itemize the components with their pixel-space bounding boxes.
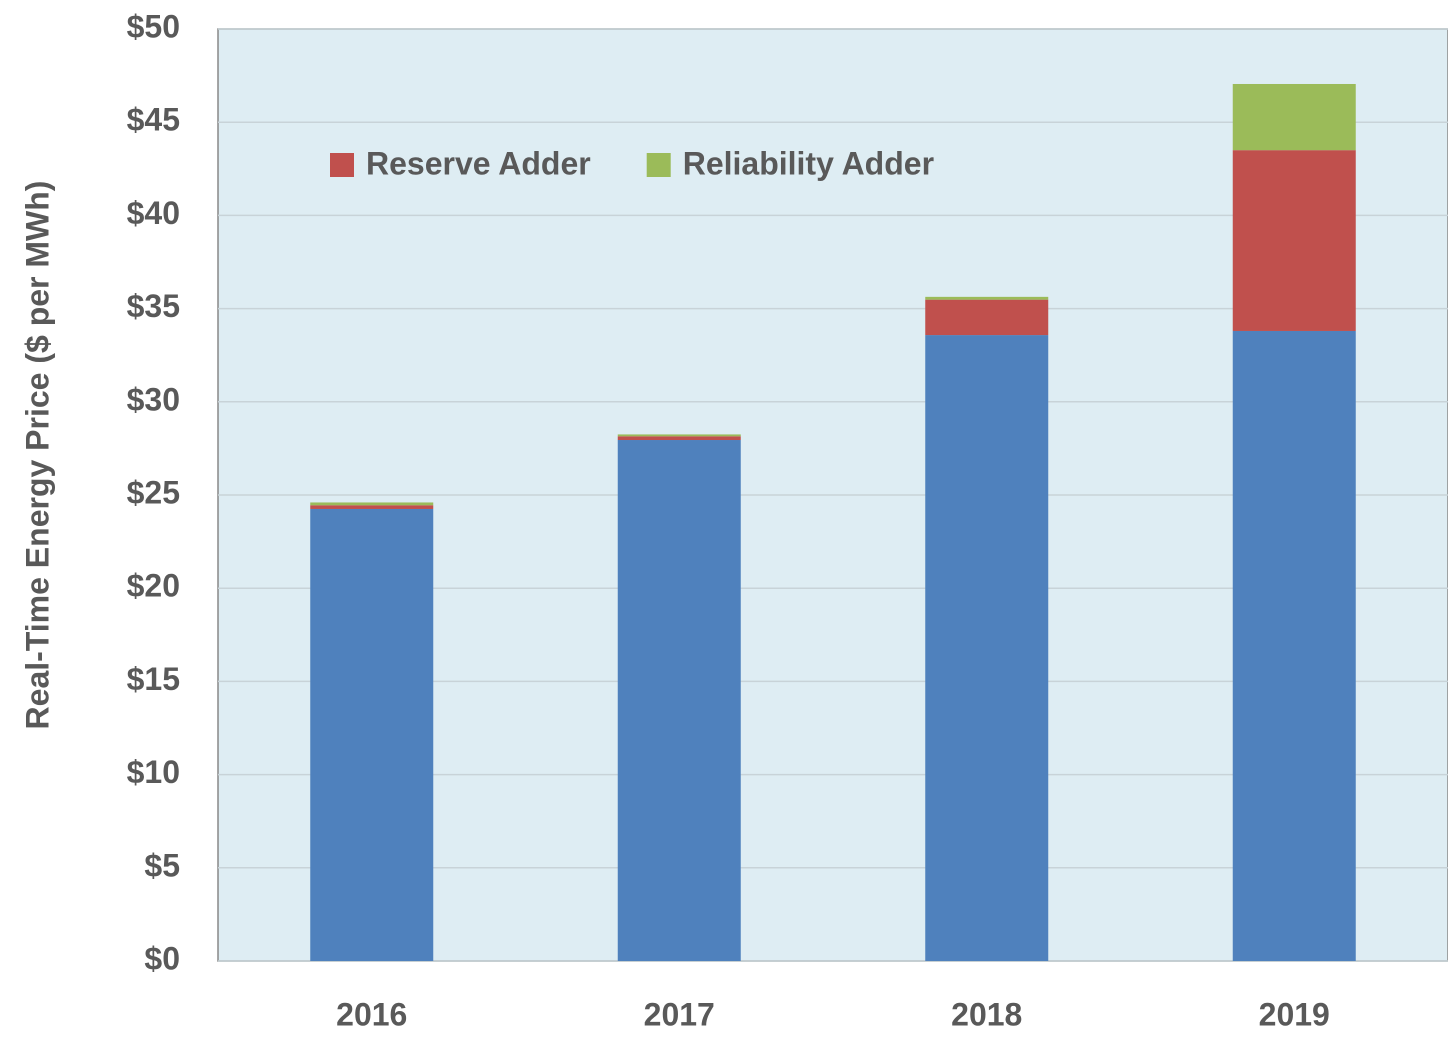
- y-tick-label: $20: [127, 568, 180, 604]
- bar-segment: [1232, 330, 1356, 961]
- bar-segment: [617, 440, 741, 962]
- y-axis-label: Real-Time Energy Price ($ per MWh): [19, 181, 55, 730]
- y-tick-label: $50: [127, 8, 180, 44]
- y-tick-label: $25: [127, 474, 180, 510]
- y-tick-label: $5: [144, 847, 180, 883]
- x-tick-label: 2017: [644, 996, 715, 1032]
- legend-swatch: [330, 153, 354, 177]
- bar-segment: [1232, 150, 1356, 331]
- x-tick-label: 2018: [951, 996, 1022, 1032]
- y-tick-label: $40: [127, 195, 180, 231]
- bar-segment: [617, 434, 741, 437]
- legend-label: Reliability Adder: [683, 145, 934, 181]
- bar-segment: [310, 505, 434, 509]
- y-tick-label: $35: [127, 288, 180, 324]
- y-tick-label: $15: [127, 661, 180, 697]
- y-tick-label: $0: [144, 940, 180, 976]
- legend-swatch: [646, 153, 671, 177]
- bar-segment: [925, 335, 1049, 961]
- y-tick-label: $45: [127, 102, 180, 138]
- y-tick-label: $30: [127, 381, 180, 417]
- bar-segment: [310, 508, 434, 961]
- x-tick-label: 2016: [336, 996, 407, 1032]
- x-tick-label: 2019: [1259, 996, 1330, 1032]
- bar-segment: [1232, 83, 1356, 151]
- legend-label: Reserve Adder: [366, 145, 591, 181]
- y-tick-label: $10: [127, 754, 180, 790]
- bar-segment: [925, 299, 1049, 336]
- bar-segment: [617, 436, 741, 441]
- bar-segment: [925, 296, 1049, 300]
- bar-segment: [310, 502, 434, 506]
